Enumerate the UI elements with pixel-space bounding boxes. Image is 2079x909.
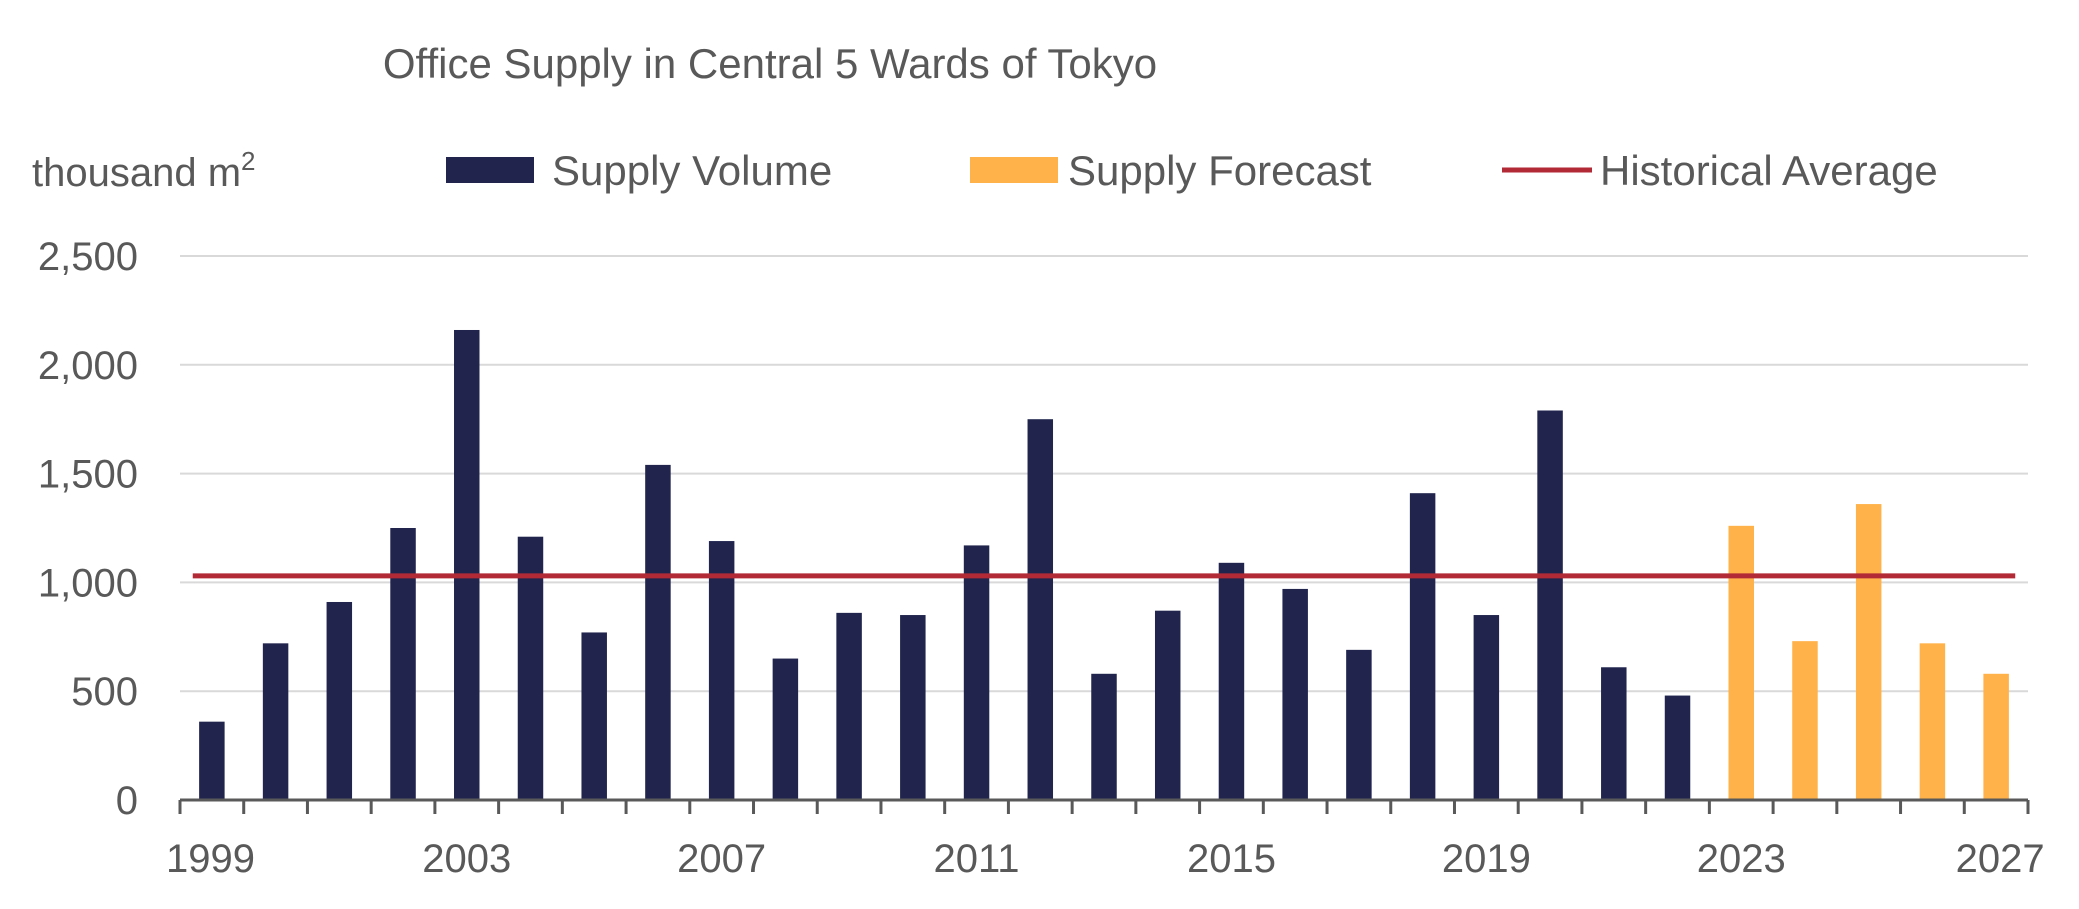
bar-supply-forecast-2025: [1855, 504, 1882, 800]
legend-label-historical-average: Historical Average: [1600, 147, 1938, 194]
bar-supply-volume-2004: [517, 536, 544, 800]
y-tick-label-0: 0: [116, 779, 138, 823]
bar-supply-volume-2019: [1473, 615, 1500, 800]
legend-swatch-supply-forecast: [970, 157, 1058, 183]
legend-label-supply-forecast: Supply Forecast: [1068, 147, 1372, 194]
bar-supply-volume-2012: [1027, 419, 1054, 800]
bar-supply-volume-2001: [326, 601, 353, 800]
bar-supply-forecast-2027: [1983, 673, 2009, 800]
x-axis-ticks: 1999 2003 2007 2011 2015 2019 2023 2027: [166, 837, 2045, 881]
bar-supply-volume-2016: [1282, 588, 1308, 800]
bar-supply-forecast-2026: [1919, 643, 1946, 800]
axes: [178, 798, 2030, 814]
chart-title: Office Supply in Central 5 Wards of Toky…: [383, 40, 1157, 87]
bar-supply-volume-2005: [581, 632, 607, 800]
bar-supply-volume-2014: [1154, 610, 1181, 800]
bar-supply-volume-1999: [199, 721, 225, 800]
bar-supply-forecast-2023: [1728, 525, 1754, 800]
bar-supply-volume-2006: [645, 464, 671, 800]
bar-supply-volume-2013: [1091, 673, 1117, 800]
bar-supply-volume-2010: [900, 615, 926, 800]
bar-supply-volume-2009: [836, 612, 862, 800]
bar-supply-forecast-2024: [1792, 641, 1818, 800]
y-axis-unit-superscript: 2: [241, 146, 255, 176]
bar-supply-volume-2015: [1218, 562, 1245, 800]
bar-supply-volume-2003: [454, 329, 480, 800]
bar-supply-volume-2002: [390, 528, 416, 800]
bar-supply-volume-2007: [708, 541, 735, 800]
y-tick-label-2000: 2,000: [38, 344, 138, 388]
bar-supply-volume-2008: [772, 658, 799, 800]
y-tick-label-2500: 2,500: [38, 235, 138, 279]
y-tick-label-1500: 1,500: [38, 453, 138, 497]
chart-legend: Supply Volume Supply Forecast Historical…: [446, 147, 1938, 194]
bar-supply-volume-2018: [1409, 493, 1436, 800]
x-tick-label-1999: 1999: [166, 837, 255, 881]
bar-supply-volume-2020: [1537, 410, 1563, 800]
bar-supply-volume-2022: [1664, 695, 1691, 800]
y-tick-label-1000: 1,000: [38, 561, 138, 605]
x-tick-label-2023: 2023: [1697, 837, 1786, 881]
legend-swatch-supply-volume: [446, 157, 534, 183]
y-axis-ticks: 0 500 1,000 1,500 2,000 2,500: [38, 235, 138, 823]
legend-label-supply-volume: Supply Volume: [552, 147, 832, 194]
x-tick-label-2015: 2015: [1187, 837, 1276, 881]
bar-supply-volume-2021: [1601, 667, 1627, 800]
y-tick-label-500: 500: [71, 670, 138, 714]
x-tick-label-2003: 2003: [422, 837, 511, 881]
x-tick-label-2019: 2019: [1442, 837, 1531, 881]
grid-lines: [180, 255, 2028, 693]
bars: [199, 329, 2009, 800]
x-tick-label-2007: 2007: [677, 837, 766, 881]
x-tick-label-2011: 2011: [934, 837, 1020, 881]
bar-supply-volume-2011: [963, 545, 990, 800]
bar-supply-volume-2017: [1346, 649, 1372, 800]
bar-supply-volume-2000: [262, 643, 289, 800]
x-tick-label-2027: 2027: [1956, 837, 2045, 881]
y-axis-unit-text: thousand m: [32, 151, 241, 195]
y-axis-unit-label: thousand m2: [32, 146, 256, 195]
